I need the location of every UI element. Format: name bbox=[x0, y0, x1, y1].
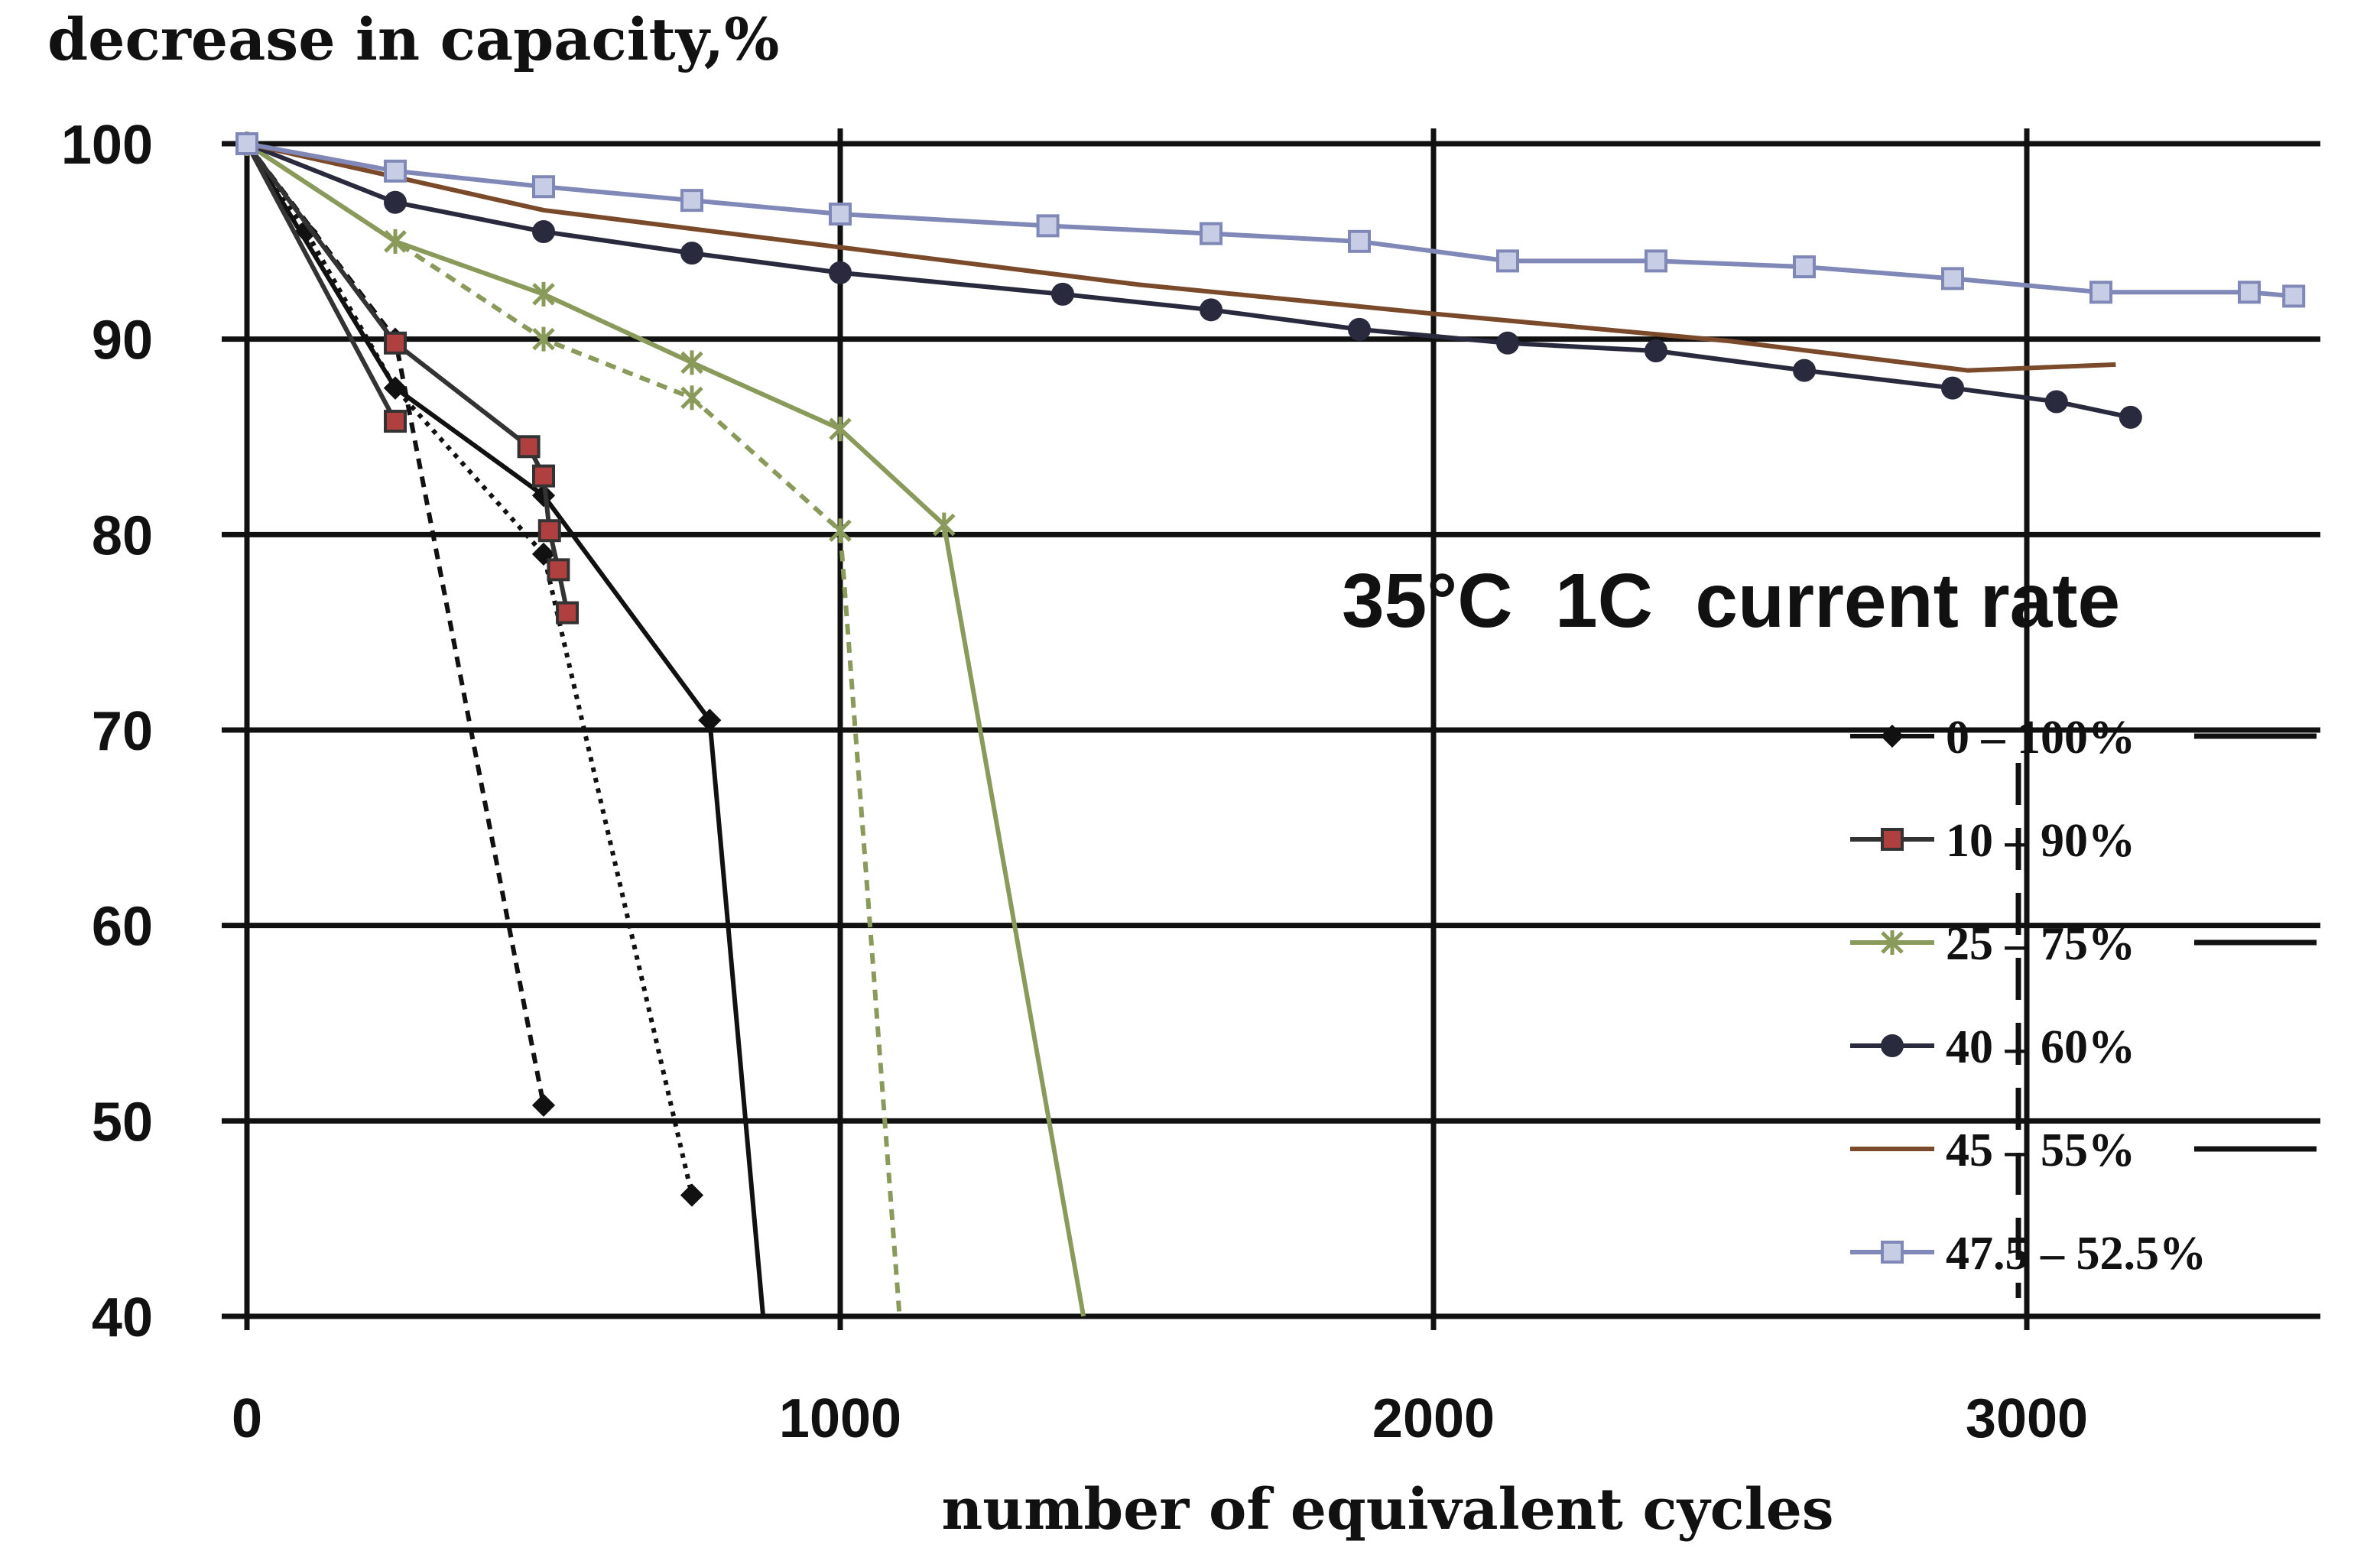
data-point bbox=[829, 417, 852, 442]
data-point bbox=[1941, 267, 1964, 290]
data-point bbox=[532, 326, 555, 352]
data-point bbox=[1645, 249, 1667, 273]
data-point bbox=[2282, 284, 2306, 308]
data-point bbox=[2089, 281, 2112, 304]
legend-label: 25 – 75% bbox=[1946, 918, 2135, 970]
data-point bbox=[532, 175, 555, 199]
legend-marker bbox=[1881, 828, 1904, 851]
data-point bbox=[532, 281, 555, 307]
y-tick-label: 50 bbox=[92, 1092, 153, 1153]
data-point bbox=[547, 558, 570, 582]
y-tick-label: 90 bbox=[92, 310, 153, 372]
data-point bbox=[383, 376, 407, 400]
data-point bbox=[556, 601, 580, 625]
y-tick-label: 70 bbox=[92, 701, 153, 762]
data-point bbox=[829, 203, 852, 226]
y-tick-label: 60 bbox=[92, 897, 153, 958]
data-point bbox=[829, 518, 852, 544]
data-point bbox=[2044, 390, 2068, 414]
series-layer bbox=[235, 131, 2306, 1317]
series-line bbox=[245, 142, 694, 1196]
series-line bbox=[246, 141, 2116, 373]
data-point bbox=[1200, 298, 1222, 322]
legend-item: 45 – 55% bbox=[1850, 1124, 2135, 1176]
data-point bbox=[384, 229, 407, 254]
legend: 0 – 100% 10 – 90% 25 – 75% 40 – 60% 45 – 55%… bbox=[1850, 712, 2317, 1298]
data-point bbox=[1348, 229, 1371, 253]
data-point bbox=[680, 189, 703, 213]
legend-label: 45 – 55% bbox=[1946, 1124, 2135, 1176]
data-point bbox=[532, 220, 555, 244]
y-tick-label: 40 bbox=[92, 1287, 153, 1348]
x-tick-label: 0 bbox=[232, 1388, 262, 1449]
data-point bbox=[2238, 281, 2261, 304]
data-point bbox=[698, 709, 722, 732]
data-point bbox=[384, 410, 407, 433]
legend-marker bbox=[1881, 1241, 1904, 1264]
data-point bbox=[2119, 405, 2142, 429]
chart-annotation: 35°C 1C current rate bbox=[1342, 558, 2120, 644]
legend-item: 47.5 – 52.5% bbox=[1850, 1228, 2206, 1280]
data-point bbox=[537, 519, 561, 543]
data-point bbox=[1793, 255, 1816, 279]
data-point bbox=[531, 1093, 556, 1118]
data-point bbox=[1941, 376, 1964, 400]
data-point bbox=[1051, 282, 1074, 306]
data-point bbox=[1348, 317, 1371, 341]
data-point bbox=[517, 435, 541, 459]
data-point bbox=[1496, 331, 1519, 355]
data-point bbox=[532, 464, 555, 488]
legend-item: 0 – 100% bbox=[1850, 712, 2135, 764]
data-point bbox=[1496, 249, 1519, 273]
data-point bbox=[384, 331, 407, 355]
series-line bbox=[245, 141, 902, 1317]
data-point bbox=[384, 159, 407, 183]
legend-label: 10 – 90% bbox=[1946, 815, 2135, 867]
data-point bbox=[1645, 339, 1667, 363]
data-point bbox=[384, 190, 407, 214]
tick-labels: 100 90 80 70 60 50 40 0 1000 2000 3000 bbox=[61, 115, 2088, 1449]
y-axis-label: decrease in capacity,% bbox=[47, 5, 779, 73]
legend-marker bbox=[1881, 1034, 1904, 1057]
data-point bbox=[680, 1183, 704, 1207]
series-9 bbox=[235, 132, 2306, 308]
series-line bbox=[245, 142, 398, 423]
series-8 bbox=[246, 141, 2116, 373]
legend-item: 10 – 90% bbox=[1850, 815, 2135, 867]
x-tick-label: 2000 bbox=[1372, 1388, 1495, 1449]
data-point bbox=[235, 132, 258, 155]
legend-marker bbox=[1881, 930, 1904, 955]
data-point bbox=[933, 512, 956, 537]
data-point bbox=[829, 261, 852, 284]
legend-label: 0 – 100% bbox=[1946, 712, 2135, 764]
series-line bbox=[245, 141, 2132, 420]
data-point bbox=[680, 242, 703, 265]
y-tick-label: 100 bbox=[61, 115, 153, 176]
legend-item: 40 – 60% bbox=[1850, 1021, 2135, 1073]
data-point bbox=[680, 385, 703, 410]
legend-label: 47.5 – 52.5% bbox=[1946, 1228, 2206, 1280]
legend-label: 40 – 60% bbox=[1946, 1021, 2135, 1073]
legend-marker bbox=[1880, 724, 1904, 748]
data-point bbox=[1200, 222, 1222, 245]
series-7 bbox=[235, 132, 2142, 429]
data-point bbox=[680, 350, 703, 375]
x-tick-label: 3000 bbox=[1966, 1388, 2088, 1449]
data-point bbox=[1036, 214, 1060, 238]
y-tick-label: 80 bbox=[92, 505, 153, 566]
data-point bbox=[1793, 359, 1816, 382]
x-axis-label: number of equivalent cycles bbox=[941, 1477, 1833, 1543]
legend-item: 25 – 75% bbox=[1850, 918, 2135, 970]
x-tick-label: 1000 bbox=[779, 1388, 901, 1449]
